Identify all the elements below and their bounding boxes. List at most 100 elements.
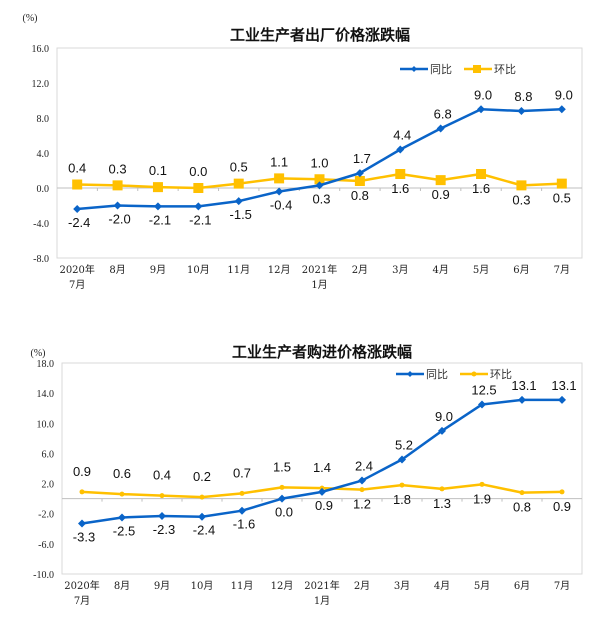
chart-2: 工业生产者购进价格涨跌幅 (%)18.0 14.0 10.0 6.0 2.0 -2.0 -6.… <box>31 343 583 607</box>
data-label-环比: 0.5 <box>230 160 248 175</box>
x-tick-label: 6月 <box>514 580 530 592</box>
data-label-同比: 5.2 <box>395 437 413 452</box>
data-point-环比 <box>159 493 165 499</box>
x-tick-label: 7月 <box>554 580 570 592</box>
data-label-同比: -1.5 <box>230 207 252 222</box>
data-point-环比 <box>72 179 83 190</box>
data-label-同比: 4.4 <box>393 128 411 143</box>
x-tick-label: 10月 <box>191 580 214 592</box>
y-tick-label: -2.0 <box>38 510 54 521</box>
data-label-同比: 1.7 <box>353 151 371 166</box>
x-tick-label: 12月 <box>268 264 291 276</box>
data-label-环比: 0.8 <box>351 188 369 203</box>
data-label-环比: 0.9 <box>432 187 450 202</box>
data-label-同比: 9.0 <box>474 87 492 102</box>
data-point-同比 <box>398 455 406 464</box>
legend-label: 环比 <box>490 368 512 381</box>
y-tick-label: 4.0 <box>37 149 50 160</box>
data-point-环比 <box>479 481 485 487</box>
x-tick-label: 5月 <box>473 264 489 276</box>
y-tick-label: 18.0 <box>37 359 55 370</box>
data-label-同比: 6.8 <box>434 107 452 122</box>
x-tick-label: 8月 <box>109 264 125 276</box>
data-label-同比: 12.5 <box>471 382 496 397</box>
data-label-同比: 13.1 <box>511 378 536 393</box>
legend: 同比 环比 <box>400 63 516 76</box>
legend-marker-icon <box>471 371 477 377</box>
legend-label: 环比 <box>494 63 516 76</box>
data-point-环比 <box>274 173 285 184</box>
data-label-环比: 1.1 <box>270 154 288 169</box>
data-label-环比: 1.6 <box>391 181 409 196</box>
plot-area <box>61 362 583 575</box>
data-point-环比 <box>399 482 405 488</box>
y-tick-label: 14.0 <box>37 389 55 400</box>
x-tick-label: 3月 <box>392 264 408 276</box>
data-point-环比 <box>233 178 244 189</box>
data-label-同比: -2.1 <box>149 212 171 227</box>
data-label-同比: -2.1 <box>189 212 211 227</box>
x-tick-label: 2月 <box>352 264 368 276</box>
data-label-环比: 0.3 <box>512 192 530 207</box>
y-tick-label: 8.0 <box>37 114 50 125</box>
x-tick-label: 2020年 <box>59 263 94 276</box>
y-tick-label: 10.0 <box>37 419 55 430</box>
data-point-同比 <box>318 487 326 496</box>
y-tick-label: -6.0 <box>38 540 54 551</box>
data-label-环比: 0.9 <box>73 464 91 479</box>
data-label-同比: 8.8 <box>514 89 532 104</box>
y-axis-unit: (%) <box>31 348 46 359</box>
x-tick-label: 2021年 <box>302 263 337 276</box>
data-label-同比: 9.0 <box>435 409 453 424</box>
y-tick-label: 12.0 <box>32 79 50 90</box>
data-point-同比 <box>113 201 122 210</box>
data-label-环比: 0.4 <box>68 161 86 176</box>
data-point-同比 <box>275 187 284 196</box>
data-label-环比: 0.9 <box>553 499 571 514</box>
data-label-环比: 1.0 <box>310 155 328 170</box>
data-label-同比: 0.3 <box>312 191 330 206</box>
y-tick-label: 2.0 <box>42 480 55 491</box>
data-label-同比: -2.4 <box>193 523 215 538</box>
legend-marker-icon <box>411 66 417 72</box>
chart-title: 工业生产者出厂价格涨跌幅 <box>230 26 410 44</box>
data-label-环比: 1.3 <box>433 496 451 511</box>
data-point-同比 <box>355 169 364 178</box>
x-tick-label: 6月 <box>513 264 529 276</box>
data-point-环比 <box>516 180 527 191</box>
data-point-环比 <box>119 491 125 497</box>
data-label-同比: 9.0 <box>555 87 573 102</box>
x-tick-label: 2月 <box>354 580 370 592</box>
legend-marker-icon <box>407 371 413 377</box>
data-label-环比: 0.2 <box>193 469 211 484</box>
data-label-同比: 2.4 <box>355 459 373 474</box>
data-point-同比 <box>477 105 486 114</box>
data-point-环比 <box>79 489 85 495</box>
data-point-同比 <box>78 519 86 528</box>
data-point-环比 <box>476 169 487 179</box>
x-tick-label: 9月 <box>150 264 166 276</box>
data-label-环比: 1.8 <box>393 492 411 507</box>
data-label-环比: 1.2 <box>353 497 371 512</box>
data-point-同比 <box>558 395 566 404</box>
data-label-环比: 0.5 <box>553 191 571 206</box>
y-tick-label: 0.0 <box>37 184 50 195</box>
legend: 同比 环比 <box>396 368 512 381</box>
y-tick-label: -4.0 <box>33 219 49 230</box>
data-point-环比 <box>395 169 406 179</box>
data-label-环比: 0.7 <box>233 465 251 480</box>
data-point-环比 <box>556 178 567 189</box>
data-point-同比 <box>194 202 203 211</box>
data-label-环比: 0.1 <box>149 163 167 178</box>
data-point-同比 <box>118 513 126 522</box>
data-point-同比 <box>238 506 246 515</box>
chart-title: 工业生产者购进价格涨跌幅 <box>232 343 412 361</box>
data-point-同比 <box>557 105 566 114</box>
data-label-环比: 1.9 <box>473 491 491 506</box>
data-label-同比: 0.9 <box>315 498 333 513</box>
x-tick-label: 12月 <box>271 580 294 592</box>
data-point-同比 <box>436 124 445 133</box>
data-label-同比: -1.6 <box>233 517 255 532</box>
x-tick-label: 3月 <box>394 580 410 592</box>
